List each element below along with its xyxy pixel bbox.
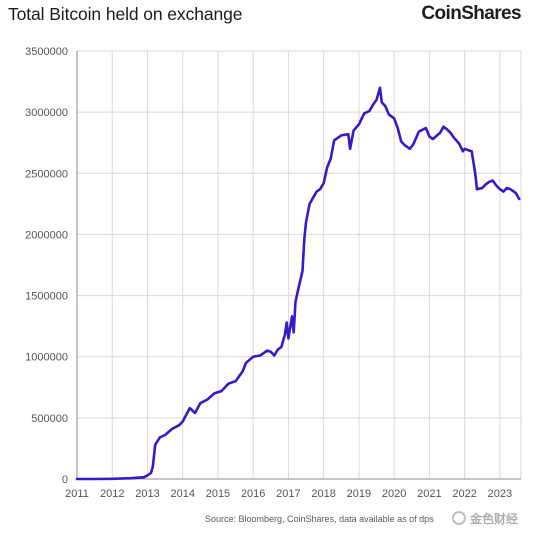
series-line-0 bbox=[75, 86, 521, 481]
x-tick-label: 2014 bbox=[170, 488, 194, 500]
watermark: 金色财经 bbox=[452, 508, 520, 528]
x-tick-label: 2016 bbox=[241, 488, 265, 500]
axes bbox=[76, 51, 521, 480]
x-tick-label: 2011 bbox=[65, 488, 89, 500]
y-tick-label: 3000000 bbox=[25, 107, 68, 119]
x-tick-labels: 2011 2012 2013 2014 2015 2016 2017 2018 2019 2020… bbox=[65, 488, 512, 500]
y-tick-label: 0 bbox=[62, 474, 68, 486]
watermark-text: 金色财经 bbox=[470, 511, 519, 526]
y-tick-label: 500000 bbox=[31, 413, 68, 425]
y-tick-label: 1500000 bbox=[25, 291, 68, 303]
y-tick-label: 1000000 bbox=[25, 352, 68, 364]
x-tick-label: 2013 bbox=[135, 488, 159, 500]
series bbox=[75, 86, 521, 481]
y-tick-labels: 0 500000 1000000 1500000 2000000 2500000 30000… bbox=[25, 46, 68, 486]
x-tick-label: 2020 bbox=[382, 488, 406, 500]
brand-logo: CoinShares bbox=[421, 3, 521, 24]
chart-title: Total Bitcoin held on exchange bbox=[8, 4, 243, 24]
x-tick-label: 2022 bbox=[452, 488, 476, 500]
x-tick-label: 2015 bbox=[206, 488, 230, 500]
y-tick-label: 3500000 bbox=[25, 46, 68, 58]
x-tick-label: 2021 bbox=[417, 488, 441, 500]
y-tick-label: 2500000 bbox=[25, 168, 68, 180]
x-tick-label: 2017 bbox=[276, 488, 300, 500]
x-tick-label: 2012 bbox=[100, 488, 124, 500]
y-tick-label: 2000000 bbox=[25, 229, 68, 241]
watermark-icon bbox=[452, 511, 466, 525]
x-tick-label: 2018 bbox=[311, 488, 335, 500]
source-note: Source: Bloomberg, CoinShares, data avai… bbox=[205, 514, 434, 524]
x-tick-label: 2019 bbox=[347, 488, 371, 500]
x-tick-label: 2023 bbox=[488, 488, 512, 500]
grid-lines bbox=[77, 50, 522, 479]
